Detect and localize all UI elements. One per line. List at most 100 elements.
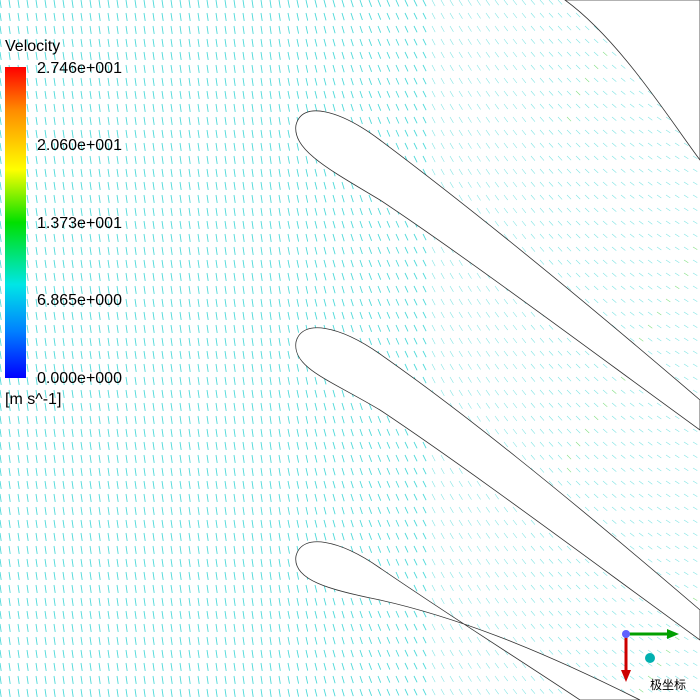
velocity-vector: [548, 584, 554, 590]
velocity-vector: [566, 610, 572, 616]
velocity-vector: [332, 493, 336, 502]
velocity-vector: [170, 493, 173, 502]
velocity-vector: [647, 272, 653, 277]
velocity-vector: [62, 116, 65, 125]
velocity-vector: [602, 402, 608, 408]
velocity-vector: [170, 38, 173, 47]
velocity-vector: [80, 142, 83, 151]
velocity-vector: [467, 636, 472, 643]
velocity-vector: [476, 129, 481, 136]
velocity-vector: [170, 571, 173, 580]
velocity-vector: [287, 363, 290, 372]
velocity-vector: [602, 519, 608, 525]
velocity-vector: [188, 38, 191, 47]
velocity-vector: [377, 77, 382, 85]
velocity-vector: [629, 480, 635, 485]
velocity-vector: [143, 454, 146, 463]
velocity-vector: [170, 220, 173, 229]
velocity-vector: [215, 38, 218, 47]
velocity-vector: [161, 454, 164, 463]
velocity-vector: [611, 610, 617, 615]
velocity-vector: [458, 519, 463, 526]
velocity-vector: [188, 155, 191, 164]
velocity-vector: [629, 181, 635, 186]
velocity-vector: [593, 298, 599, 304]
velocity-vector: [512, 675, 518, 682]
velocity-vector: [539, 324, 545, 330]
velocity-vector: [161, 51, 164, 60]
velocity-vector: [521, 155, 527, 162]
velocity-vector: [251, 38, 254, 47]
velocity-vector: [296, 64, 300, 73]
velocity-vector: [521, 90, 527, 97]
axis-triad[interactable]: [612, 620, 692, 690]
velocity-vector: [260, 376, 263, 385]
velocity-vector: [647, 428, 653, 433]
velocity-vector: [269, 337, 272, 346]
velocity-vector: [602, 155, 608, 161]
velocity-vector: [314, 428, 318, 437]
velocity-vector: [278, 311, 281, 320]
velocity-vector: [17, 428, 20, 437]
velocity-vector: [350, 51, 354, 60]
velocity-vector: [386, 77, 391, 85]
velocity-vector: [449, 675, 454, 682]
velocity-vector: [80, 558, 83, 567]
velocity-vector: [161, 376, 164, 385]
velocity-vector: [179, 584, 182, 593]
velocity-vector: [503, 584, 509, 591]
velocity-vector: [98, 376, 101, 385]
velocity-vector: [647, 610, 653, 615]
velocity-vector: [125, 519, 128, 528]
velocity-vector: [116, 402, 119, 411]
velocity-vector: [179, 376, 182, 385]
velocity-vector: [359, 103, 363, 112]
velocity-vector: [674, 155, 680, 160]
velocity-vector: [125, 12, 128, 21]
velocity-vector: [512, 12, 518, 19]
velocity-vector: [512, 584, 518, 591]
velocity-vector: [575, 142, 581, 148]
velocity-vector: [80, 298, 83, 307]
velocity-vector: [557, 350, 563, 356]
velocity-vector: [161, 90, 164, 99]
velocity-vector: [287, 545, 290, 554]
velocity-vector: [413, 246, 418, 254]
velocity-vector: [395, 38, 400, 46]
velocity-vector: [125, 90, 128, 99]
velocity-vector: [260, 0, 263, 8]
velocity-vector: [296, 311, 300, 320]
velocity-vector: [476, 168, 481, 175]
velocity-vector: [80, 324, 83, 333]
velocity-vector: [539, 376, 545, 382]
velocity-vector: [62, 77, 65, 86]
velocity-vector: [620, 675, 626, 680]
velocity-vector: [35, 220, 38, 229]
velocity-vector: [368, 103, 373, 111]
velocity-vector: [620, 493, 626, 498]
velocity-vector: [350, 480, 354, 489]
velocity-vector: [557, 64, 563, 70]
velocity-vector: [206, 623, 209, 632]
velocity-vector: [566, 597, 572, 603]
velocity-vector: [224, 558, 227, 567]
velocity-vector: [35, 350, 38, 359]
velocity-vector: [287, 428, 290, 437]
velocity-vector: [287, 532, 290, 541]
velocity-vector: [179, 324, 182, 333]
velocity-vector: [449, 519, 454, 526]
legend-tick-3: 1.373e+001: [37, 215, 122, 232]
velocity-vector: [665, 363, 671, 368]
velocity-vector: [368, 246, 373, 254]
velocity-vector: [566, 168, 572, 174]
velocity-vector: [278, 428, 281, 437]
velocity-vector: [8, 480, 11, 489]
velocity-vector: [386, 207, 391, 215]
velocity-vector: [152, 558, 155, 567]
velocity-vector: [278, 441, 281, 450]
velocity-vector: [665, 441, 671, 446]
velocity-vector: [89, 597, 92, 606]
velocity-vector: [206, 350, 209, 359]
velocity-vector: [224, 142, 227, 151]
